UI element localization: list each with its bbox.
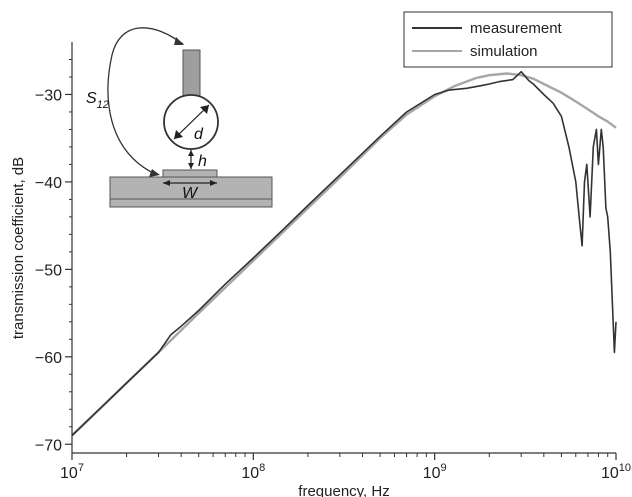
series-line-simulation [71, 72, 617, 437]
s12-label: S12 [86, 90, 109, 111]
x-tick-label: 108 [241, 462, 265, 482]
x-axis-label: frequency, Hz [298, 483, 389, 497]
s12-path [107, 27, 184, 175]
h-label: h [198, 153, 207, 170]
s12-arrowhead-bottom [149, 169, 160, 177]
d-dimension-arrow [173, 104, 210, 140]
h-arrowhead-lower [188, 163, 194, 169]
d-arrowhead-lower [174, 130, 183, 139]
series-layer [71, 70, 617, 437]
y-axis-label: transmission coefficient, dB [10, 157, 27, 339]
x-ticks: 107 108 109 1010 [60, 453, 631, 482]
s12-arrowhead-top [174, 37, 184, 45]
ground-plane [109, 176, 273, 208]
legend: measurement simulation [403, 11, 613, 68]
probe-coax [182, 49, 201, 101]
y-tick-label: −60 [35, 350, 62, 367]
d-label: d [194, 126, 204, 143]
w-arrowhead-right [210, 180, 217, 186]
legend-box [403, 11, 613, 68]
x-tick-label: 109 [423, 462, 447, 482]
series-line-measurement [71, 70, 617, 437]
x-tick-label: 107 [60, 462, 84, 482]
h-arrowhead-upper [188, 150, 194, 156]
d-arrowhead-upper [200, 105, 209, 114]
y-tick-label: −30 [35, 87, 62, 104]
s12-subscript: 12 [97, 99, 109, 111]
y-tick-label: −70 [35, 437, 62, 454]
y-tick-label: −40 [35, 175, 62, 192]
legend-label-measurement: measurement [470, 20, 563, 37]
x-tick-label: 1010 [601, 462, 631, 482]
y-tick-label: −50 [35, 262, 62, 279]
inset-diagram: S12 d h W [86, 27, 273, 208]
w-label: W [182, 185, 199, 202]
microstrip [162, 169, 218, 178]
legend-label-simulation: simulation [470, 43, 538, 60]
y-ticks: −30 −40 −50 −60 −70 [35, 58, 72, 454]
w-arrowhead-left [163, 180, 170, 186]
